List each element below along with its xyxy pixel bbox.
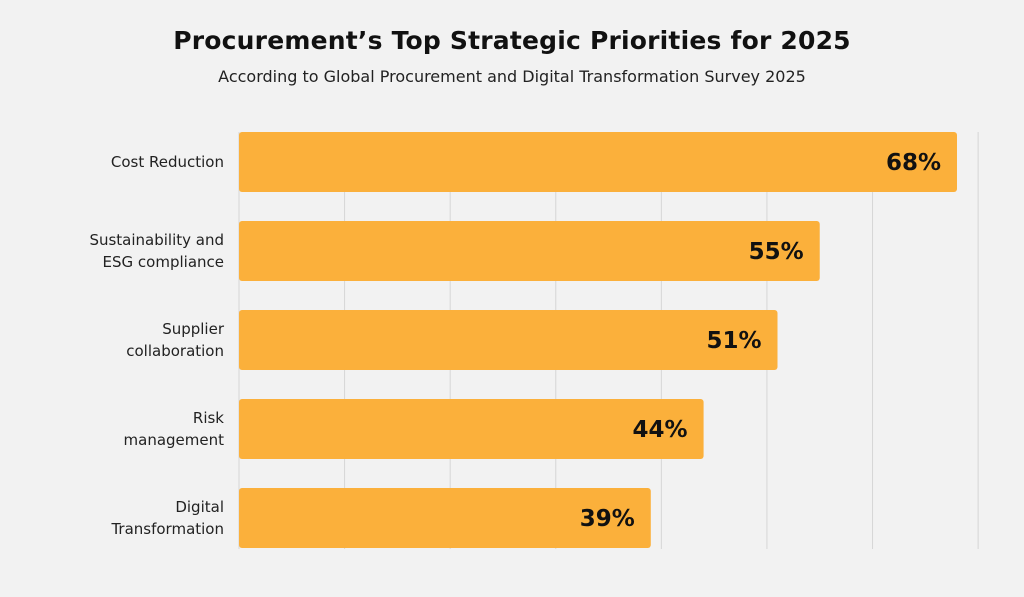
category-label: Risk management bbox=[124, 409, 225, 449]
chart-subtitle: According to Global Procurement and Digi… bbox=[218, 67, 806, 86]
bar bbox=[239, 221, 820, 281]
category-label: Sustainability and ESG compliance bbox=[89, 231, 224, 271]
category-label: Cost Reduction bbox=[111, 153, 224, 171]
chart-title: Procurement’s Top Strategic Priorities f… bbox=[173, 26, 851, 55]
bar bbox=[239, 132, 957, 192]
bar-value-label: 39% bbox=[580, 506, 635, 532]
bar-value-label: 55% bbox=[749, 239, 804, 265]
bar-value-label: 51% bbox=[706, 328, 761, 354]
bar bbox=[239, 310, 778, 370]
bar-value-label: 44% bbox=[633, 417, 688, 443]
bar bbox=[239, 488, 651, 548]
category-label: Supplier collaboration bbox=[126, 320, 225, 360]
category-label: Digital Transformation bbox=[110, 498, 224, 538]
bar bbox=[239, 399, 704, 459]
bar-value-label: 68% bbox=[886, 150, 941, 176]
